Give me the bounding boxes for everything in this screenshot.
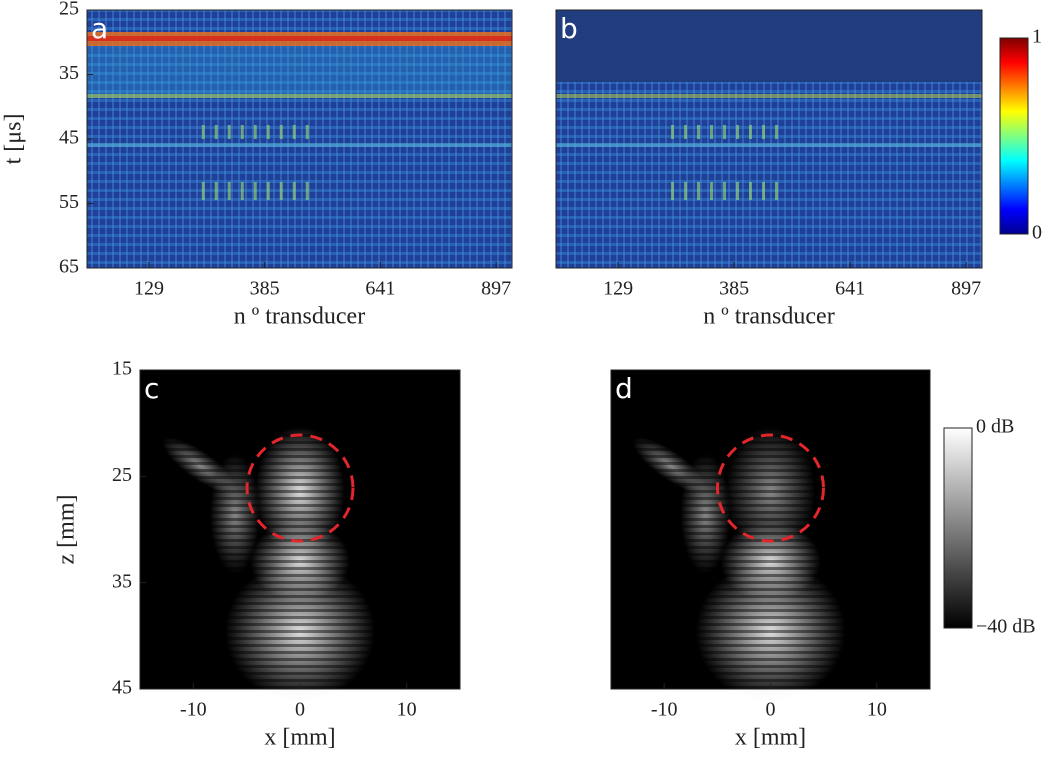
- image-dot: [684, 182, 688, 200]
- image-dot: [671, 125, 675, 139]
- colorbar-label: 0: [1032, 222, 1042, 244]
- image-dot: [762, 182, 766, 200]
- colorbar-label: 1: [1032, 26, 1042, 48]
- colorbar: [999, 37, 1029, 235]
- image-texture: [87, 10, 512, 268]
- image-dot: [723, 125, 727, 139]
- image-dot: [214, 182, 218, 200]
- panel-letter: a: [91, 12, 108, 45]
- x-tick-label: 10: [397, 699, 417, 721]
- image-dot: [201, 125, 205, 139]
- image-dot: [723, 182, 727, 200]
- x-tick-label: 129: [603, 278, 633, 300]
- image-dot: [253, 182, 257, 200]
- colorbar-label: 0 dB: [976, 416, 1014, 438]
- x-tick-label: 897: [951, 278, 981, 300]
- image-dot: [240, 125, 244, 139]
- image-dot: [227, 125, 231, 139]
- image-dot: [697, 125, 701, 139]
- image-dot: [775, 125, 779, 139]
- x-tick-label: 641: [835, 278, 865, 300]
- x-tick-label: 0: [766, 699, 776, 721]
- image-dot: [305, 182, 309, 200]
- image-dot: [736, 182, 740, 200]
- x-axis-label: n º transducer: [234, 304, 365, 330]
- image-dot: [736, 125, 740, 139]
- y-axis-label: z [mm]: [54, 495, 80, 565]
- x-tick-label: 897: [481, 278, 511, 300]
- y-tick-label: 15: [112, 358, 132, 380]
- image-dot: [710, 182, 714, 200]
- image-band: [556, 143, 982, 147]
- panel-letter: c: [144, 372, 159, 405]
- image-texture: [140, 370, 460, 689]
- colorbar: [943, 427, 973, 629]
- image-dot: [240, 182, 244, 200]
- image-dot: [292, 125, 296, 139]
- x-tick-label: -10: [651, 699, 678, 721]
- panel-letter: b: [560, 12, 578, 45]
- y-axis-label: t [μs]: [1, 114, 27, 165]
- image-dot: [266, 125, 270, 139]
- x-tick-label: -10: [180, 699, 207, 721]
- image-dot: [749, 125, 753, 139]
- image-dot: [749, 182, 753, 200]
- x-tick-label: 385: [719, 278, 749, 300]
- region-outline: [245, 433, 355, 543]
- y-tick-label: 45: [59, 127, 79, 149]
- y-tick-label: 55: [59, 191, 79, 213]
- x-tick-label: 641: [365, 278, 395, 300]
- image-texture: [611, 370, 930, 689]
- image-band: [87, 36, 512, 41]
- image-dot: [201, 182, 205, 200]
- y-tick-label: 25: [112, 464, 132, 486]
- y-tick-label: 35: [112, 570, 132, 592]
- x-axis-label: x [mm]: [735, 725, 806, 751]
- axes-frame: [555, 9, 983, 269]
- image-band: [556, 94, 982, 98]
- image-dot: [292, 182, 296, 200]
- image-dot: [227, 182, 231, 200]
- colorbar-label: −40 dB: [976, 616, 1036, 638]
- image-band: [87, 94, 512, 98]
- image-band: [556, 10, 982, 82]
- image-dot: [684, 125, 688, 139]
- y-tick-label: 25: [59, 0, 79, 20]
- x-tick-label: 129: [134, 278, 164, 300]
- image-dot: [266, 182, 270, 200]
- image-dot: [279, 182, 283, 200]
- x-tick-label: 10: [867, 699, 887, 721]
- x-axis-label: n º transducer: [703, 304, 834, 330]
- panel-letter: d: [615, 372, 633, 405]
- image-dot: [762, 125, 766, 139]
- image-dot: [253, 125, 257, 139]
- image-dot: [775, 182, 779, 200]
- y-tick-label: 65: [59, 256, 79, 278]
- image-dot: [279, 125, 283, 139]
- image-band: [87, 143, 512, 147]
- image-dot: [214, 125, 218, 139]
- y-tick-label: 45: [112, 677, 132, 699]
- image-dot: [671, 182, 675, 200]
- image-band: [87, 48, 512, 98]
- region-outline: [716, 433, 825, 543]
- x-tick-label: 385: [250, 278, 280, 300]
- x-axis-label: x [mm]: [264, 725, 335, 751]
- image-dot: [710, 125, 714, 139]
- y-tick-label: 35: [59, 62, 79, 84]
- image-dot: [305, 125, 309, 139]
- image-dot: [697, 182, 701, 200]
- x-tick-label: 0: [295, 699, 305, 721]
